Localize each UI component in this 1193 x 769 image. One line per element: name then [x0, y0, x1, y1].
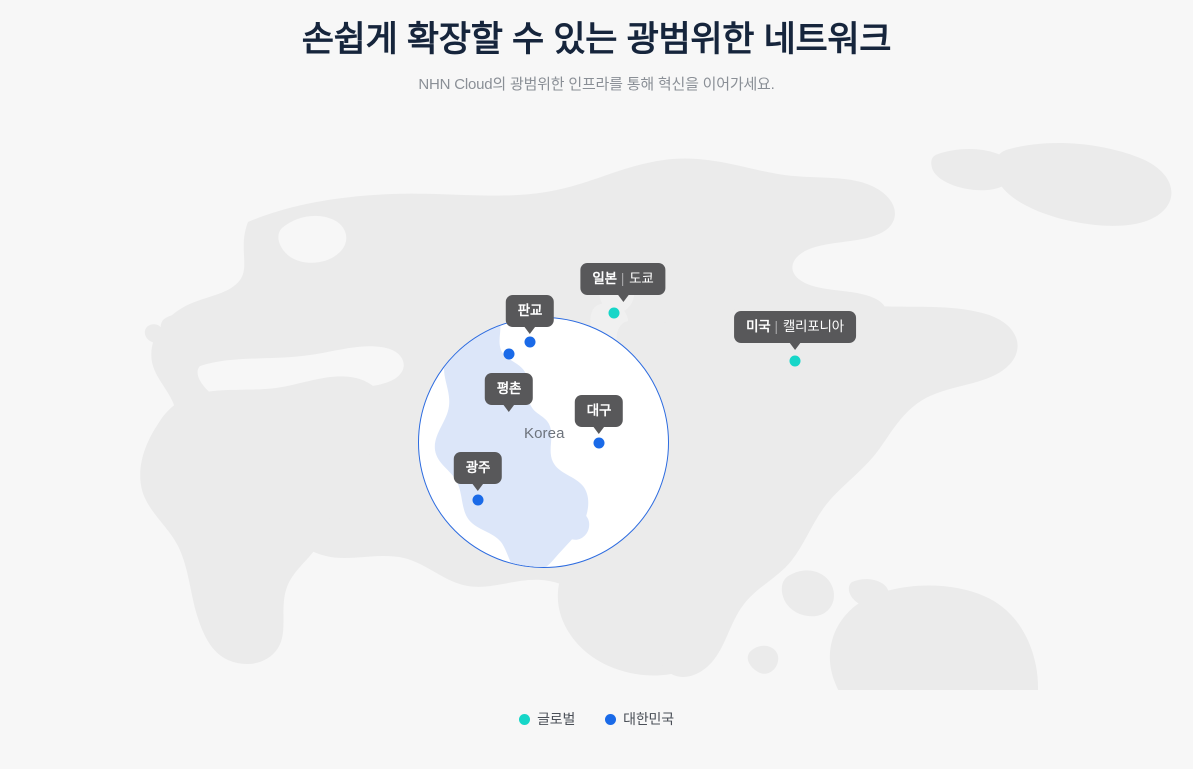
- page-subtitle: NHN Cloud의 광범위한 인프라를 통해 혁신을 이어가세요.: [418, 76, 775, 93]
- north-america-shape: [603, 301, 1018, 677]
- tooltip-city-daegu: 대구: [586, 403, 612, 418]
- marker-tooltip-tokyo[interactable]: 일본 | 도쿄: [580, 263, 666, 302]
- marker-dot-california[interactable]: [789, 355, 801, 367]
- marker-tooltip-pangyo[interactable]: 판교: [505, 295, 555, 334]
- tooltip-city-pyeongchon: 평촌: [496, 381, 522, 396]
- south-america-shape: [829, 585, 1038, 690]
- tooltip-separator-tokyo: |: [620, 271, 625, 286]
- korea-spotlight-circle: [418, 317, 669, 568]
- page-title: 손쉽게 확장할 수 있는 광범위한 네트워크: [301, 20, 892, 59]
- tooltip-country-tokyo: 일본: [592, 271, 617, 286]
- legend-dot-domestic-icon: [605, 713, 617, 725]
- tooltip-country-california: 미국: [746, 319, 771, 334]
- marker-tooltip-gwangju[interactable]: 광주: [453, 452, 503, 491]
- tooltip-city-california: 캘리포니아: [782, 319, 844, 334]
- korea-region-label: Korea: [524, 425, 565, 442]
- tooltip-city-pangyo: 판교: [517, 303, 543, 318]
- marker-tooltip-pyeongchon[interactable]: 평촌: [484, 373, 534, 412]
- korea-peninsula-shape: [434, 318, 590, 567]
- marker-dot-tokyo[interactable]: [608, 307, 620, 319]
- tooltip-separator-california: |: [774, 319, 779, 334]
- page-header: 손쉽게 확장할 수 있는 광범위한 네트워크 NHN Cloud의 광범위한 인…: [0, 0, 1193, 96]
- marker-dot-daegu[interactable]: [593, 437, 605, 449]
- scandinavia-shape: [278, 215, 347, 263]
- marker-tooltip-daegu[interactable]: 대구: [574, 395, 624, 434]
- new-zealand-shape: [747, 645, 779, 674]
- greenland-shape: [994, 143, 1172, 226]
- marker-dot-pyeongchon[interactable]: [503, 348, 515, 360]
- british-isles-shape: [160, 314, 192, 342]
- marker-tooltip-california[interactable]: 미국 | 캘리포니아: [734, 311, 856, 350]
- arctic-islands-shape: [931, 149, 1015, 191]
- tooltip-city-tokyo: 도쿄: [629, 271, 654, 286]
- tooltip-city-gwangju: 광주: [465, 460, 491, 475]
- marker-dot-pangyo[interactable]: [524, 336, 536, 348]
- legend-label-global: 글로벌: [537, 711, 576, 727]
- marker-dot-gwangju[interactable]: [472, 494, 484, 506]
- central-america-shape: [781, 570, 835, 617]
- ireland-shape: [144, 324, 164, 343]
- africa-shape: [140, 376, 388, 664]
- legend-item-domestic[interactable]: 대한민국: [605, 709, 674, 729]
- map-legend: 글로벌 대한민국: [0, 709, 1193, 729]
- legend-item-global[interactable]: 글로벌: [519, 709, 575, 729]
- legend-label-domestic: 대한민국: [623, 711, 674, 727]
- legend-dot-global-icon: [519, 713, 531, 725]
